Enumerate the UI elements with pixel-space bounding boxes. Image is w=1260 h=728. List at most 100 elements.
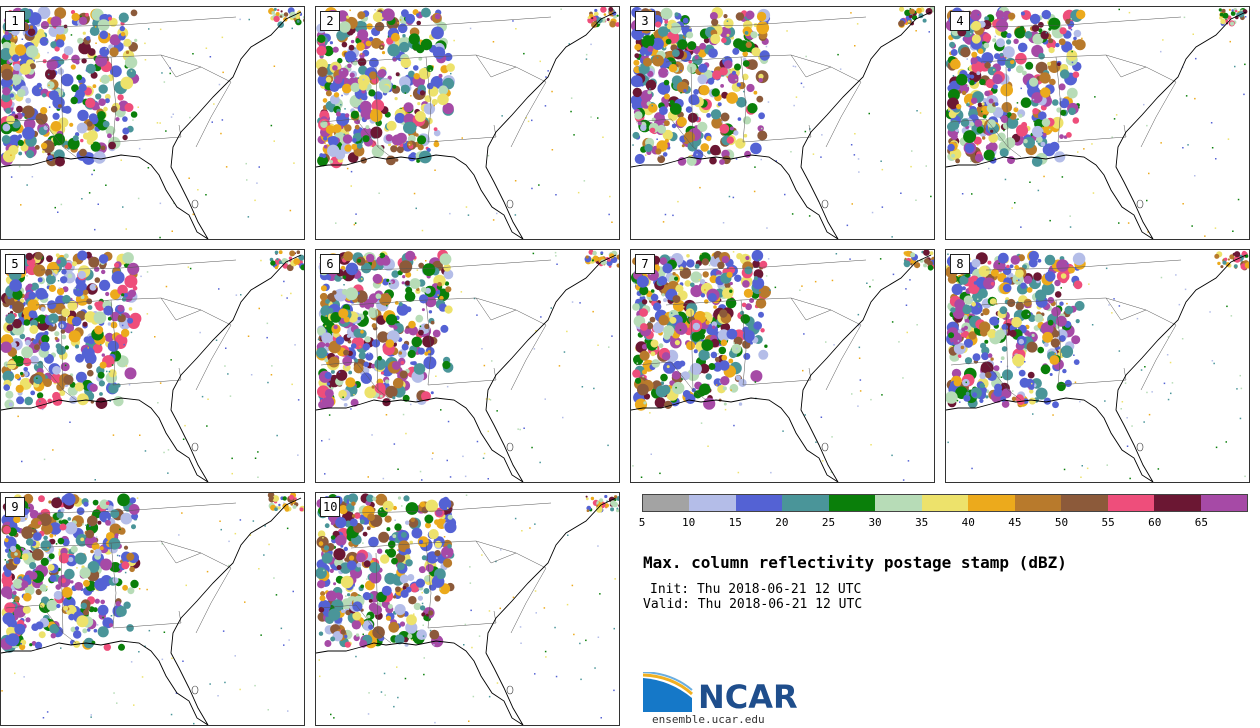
reflectivity-speck	[715, 384, 718, 386]
reflectivity-cell	[358, 351, 367, 360]
reflectivity-speck	[353, 223, 356, 226]
reflectivity-speck	[774, 286, 777, 289]
state-boundary	[790, 54, 832, 78]
reflectivity-cell	[723, 60, 733, 69]
reflectivity-speck	[341, 94, 343, 97]
reflectivity-speck	[185, 584, 187, 587]
reflectivity-cell	[79, 16, 88, 25]
reflectivity-cell	[2, 123, 11, 132]
reflectivity-cell	[710, 109, 722, 120]
reflectivity-speck	[593, 387, 595, 390]
reflectivity-speck	[256, 182, 258, 184]
reflectivity-cell	[427, 350, 431, 354]
reflectivity-cell	[708, 363, 716, 370]
reflectivity-cell	[721, 255, 730, 264]
reflectivity-speck	[761, 127, 763, 130]
state-boundary	[475, 54, 517, 78]
reflectivity-speck	[1052, 414, 1054, 416]
reflectivity-cell	[115, 601, 121, 607]
reflectivity-speck	[523, 52, 525, 55]
reflectivity-cell	[63, 374, 74, 385]
reflectivity-cell	[392, 377, 404, 389]
reflectivity-speck	[1000, 376, 1003, 378]
state-boundary	[1057, 367, 1127, 386]
reflectivity-cell	[126, 552, 135, 561]
reflectivity-cell	[978, 265, 990, 277]
reflectivity-cell	[110, 105, 118, 113]
reflectivity-speck	[473, 297, 476, 300]
reflectivity-speck	[683, 306, 685, 308]
reflectivity-cell	[332, 65, 338, 71]
reflectivity-speck	[353, 394, 355, 396]
reflectivity-speck	[821, 134, 823, 136]
reflectivity-cell	[124, 103, 134, 112]
reflectivity-speck	[57, 280, 60, 282]
reflectivity-cell	[1062, 368, 1067, 374]
reflectivity-speck	[344, 366, 347, 368]
reflectivity-cell	[278, 250, 283, 255]
reflectivity-speck	[1143, 103, 1145, 106]
reflectivity-cell	[9, 279, 22, 292]
reflectivity-speck	[540, 316, 542, 318]
reflectivity-cell	[430, 320, 435, 325]
reflectivity-speck	[221, 119, 224, 121]
reflectivity-speck	[525, 117, 527, 119]
reflectivity-cell	[594, 8, 598, 13]
reflectivity-cell	[600, 7, 607, 13]
reflectivity-speck	[415, 207, 417, 210]
reflectivity-cell	[757, 125, 764, 132]
reflectivity-speck	[182, 660, 184, 662]
reflectivity-cell	[127, 587, 135, 595]
reflectivity-speck	[36, 377, 38, 379]
reflectivity-cell	[110, 509, 120, 519]
reflectivity-speck	[857, 324, 860, 327]
forecast-panel: 2	[315, 6, 620, 240]
reflectivity-cell	[433, 129, 441, 137]
reflectivity-speck	[21, 460, 23, 463]
reflectivity-cell	[391, 270, 399, 278]
reflectivity-speck	[258, 166, 260, 168]
reflectivity-speck	[1187, 144, 1189, 146]
state-boundary	[110, 56, 117, 143]
reflectivity-cell	[723, 18, 734, 29]
reflectivity-cell	[711, 321, 718, 327]
reflectivity-cell	[293, 497, 297, 501]
reflectivity-speck	[171, 230, 173, 232]
coastline	[946, 11, 1247, 239]
reflectivity-speck	[766, 227, 768, 229]
reflectivity-speck	[159, 122, 161, 124]
reflectivity-speck	[662, 123, 665, 125]
reflectivity-speck	[137, 106, 139, 108]
reflectivity-speck	[1049, 219, 1051, 222]
reflectivity-speck	[432, 452, 434, 454]
reflectivity-cell	[953, 83, 958, 89]
reflectivity-cell	[369, 57, 379, 68]
reflectivity-cell	[953, 342, 966, 355]
reflectivity-cell	[346, 334, 351, 338]
reflectivity-cell	[683, 89, 687, 93]
reflectivity-cell	[5, 593, 13, 600]
reflectivity-cell	[386, 278, 390, 282]
reflectivity-speck	[928, 31, 930, 33]
reflectivity-cell	[63, 46, 74, 56]
reflectivity-cell	[757, 130, 768, 141]
reflectivity-cell	[275, 12, 280, 16]
reflectivity-speck	[1, 690, 3, 692]
reflectivity-speck	[413, 259, 416, 261]
reflectivity-cell	[274, 266, 278, 270]
reflectivity-cell	[421, 308, 425, 312]
reflectivity-cell	[116, 383, 121, 388]
reflectivity-cell	[4, 30, 9, 36]
reflectivity-cell	[963, 338, 973, 348]
reflectivity-cell	[273, 15, 280, 23]
reflectivity-speck	[447, 420, 450, 423]
reflectivity-speck	[41, 408, 44, 411]
reflectivity-speck	[483, 452, 486, 455]
reflectivity-cell	[69, 122, 74, 127]
reflectivity-cell	[741, 302, 747, 308]
reflectivity-speck	[26, 184, 28, 186]
reflectivity-cell	[76, 74, 83, 81]
reflectivity-cell	[87, 369, 94, 377]
reflectivity-speck	[902, 479, 905, 481]
reflectivity-cell	[984, 62, 991, 69]
